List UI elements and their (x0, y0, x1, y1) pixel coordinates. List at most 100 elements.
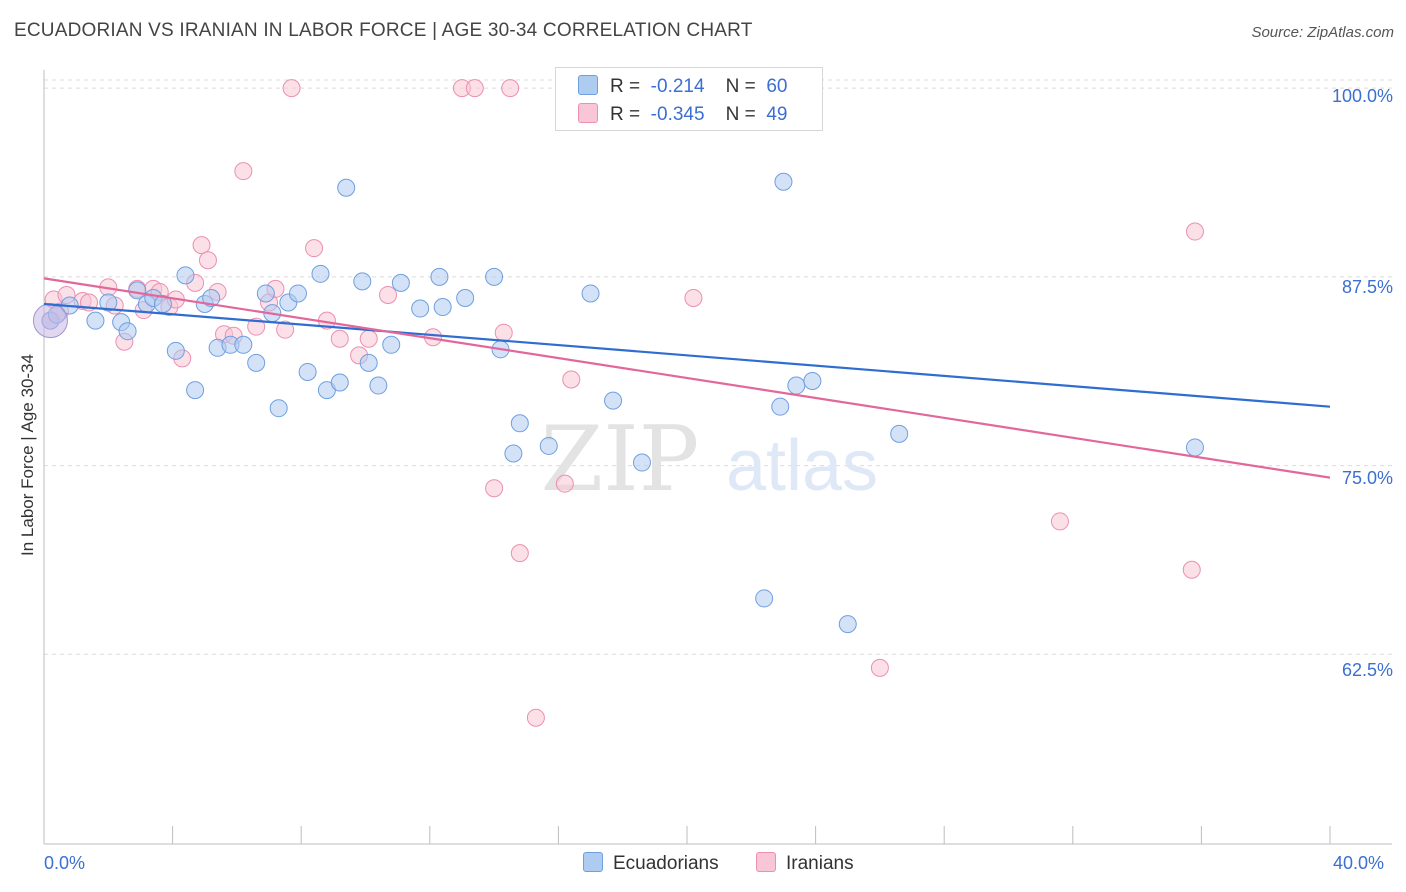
point-iranians (870, 658, 889, 677)
point-ecuadorians (430, 267, 449, 286)
r-value: -0.345 (650, 104, 705, 125)
point-ecuadorians (755, 589, 774, 608)
point-ecuadorians (298, 362, 317, 381)
point-ecuadorians (771, 397, 790, 416)
chart-source: Source: ZipAtlas.com (1251, 24, 1394, 41)
trend-lines (43, 277, 1331, 479)
point-iranians (379, 285, 398, 304)
point-ecuadorians (838, 615, 857, 634)
point-ecuadorians (632, 453, 651, 472)
point-ecuadorians (890, 424, 909, 443)
point-ecuadorians (311, 264, 330, 283)
trend-line-iranians (43, 277, 1331, 479)
stats-legend: R = -0.214 N = 60 R = -0.345 N = 49 (555, 67, 823, 131)
point-ecuadorians (433, 298, 452, 317)
point-ecuadorians (504, 444, 523, 463)
legend-swatch-ecuadorians (583, 852, 603, 872)
point-ecuadorians (411, 299, 430, 318)
point-iranians (198, 251, 217, 270)
point-iranians (359, 329, 378, 348)
y-tick-label-100: 100.0% (1331, 86, 1393, 106)
point-iranians (282, 79, 301, 98)
legend-swatch-iranians (756, 852, 776, 872)
point-ecuadorians (391, 273, 410, 292)
point-iranians (192, 236, 211, 255)
point-ecuadorians (256, 284, 275, 303)
point-ecuadorians (330, 373, 349, 392)
legend-label: Iranians (786, 853, 854, 874)
axes (43, 70, 1392, 845)
point-ecuadorians (539, 436, 558, 455)
r-value: -0.214 (650, 76, 705, 97)
point-ecuadorians (382, 335, 401, 354)
point-iranians (485, 479, 504, 498)
point-ecuadorians (247, 353, 266, 372)
point-ecuadorians (787, 376, 806, 395)
point-iranians (276, 320, 295, 339)
point-ecuadorians (99, 293, 118, 312)
point-iranians (305, 239, 324, 258)
point-ecuadorians (288, 284, 307, 303)
point-iranians (494, 323, 513, 342)
point-iranians (465, 79, 484, 98)
watermark-zip: ZIP (541, 407, 700, 512)
point-ecuadorians (176, 266, 195, 285)
x-tick-label-min: 0.0% (44, 853, 86, 873)
point-ecuadorians (1185, 438, 1204, 457)
point-ecuadorians (166, 341, 185, 360)
point-iranians (330, 329, 349, 348)
point-ecuadorians (604, 391, 623, 410)
point-iranians (526, 708, 545, 727)
point-ecuadorians (118, 322, 137, 341)
n-value: 60 (766, 76, 788, 97)
y-axis-label: In Labor Force | Age 30-34 (18, 354, 37, 556)
point-ecuadorians (456, 288, 475, 307)
point-ecuadorians (803, 372, 822, 391)
legend-label: Ecuadorians (613, 853, 719, 874)
point-ecuadorians (269, 399, 288, 418)
point-ecuadorians (581, 284, 600, 303)
data-points (32, 79, 1204, 727)
point-iranians (247, 317, 266, 336)
stats-row-iranians: R = -0.345 N = 49 (578, 103, 787, 126)
stats-row-ecuadorians: R = -0.214 N = 60 (578, 75, 787, 98)
point-ecuadorians (186, 381, 205, 400)
point-ecuadorians (485, 267, 504, 286)
chart-title: ECUADORIAN VS IRANIAN IN LABOR FORCE | A… (14, 20, 753, 41)
watermark-atlas: atlas (726, 426, 878, 506)
point-iranians (684, 288, 703, 307)
point-iranians (234, 162, 253, 181)
point-iranians (1050, 512, 1069, 531)
point-ecuadorians (202, 288, 221, 307)
point-ecuadorians (369, 376, 388, 395)
legend-item-ecuadorians: Ecuadorians (583, 852, 719, 875)
watermark: ZIP atlas (541, 407, 878, 512)
y-tick-label-87-5: 87.5% (1341, 277, 1393, 297)
y-tick-label-62-5: 62.5% (1341, 660, 1393, 680)
legend-swatch-ecuadorians (578, 75, 598, 95)
r-label: R = (610, 76, 641, 97)
legend-swatch-iranians (578, 103, 598, 123)
y-tick-label-75: 75.0% (1341, 468, 1393, 488)
point-iranians (555, 474, 574, 493)
n-label: N = (725, 76, 756, 97)
r-label: R = (610, 104, 641, 125)
point-ecuadorians (353, 272, 372, 291)
point-iranians (562, 370, 581, 389)
n-label: N = (725, 104, 756, 125)
point-ecuadorians (234, 335, 253, 354)
legend-item-iranians: Iranians (756, 852, 854, 875)
point-iranians (501, 79, 520, 98)
n-value: 49 (766, 104, 788, 125)
point-ecuadorians (86, 311, 105, 330)
point-ecuadorians (359, 353, 378, 372)
point-ecuadorians (337, 178, 356, 197)
point-iranians (1185, 222, 1204, 241)
trend-line-ecuadorians (43, 302, 1331, 408)
point-ecuadorians (510, 414, 529, 433)
x-tick-label-max: 40.0% (1333, 853, 1385, 873)
point-iranians (1182, 560, 1201, 579)
point-cluster (32, 303, 68, 339)
point-ecuadorians (774, 172, 793, 191)
